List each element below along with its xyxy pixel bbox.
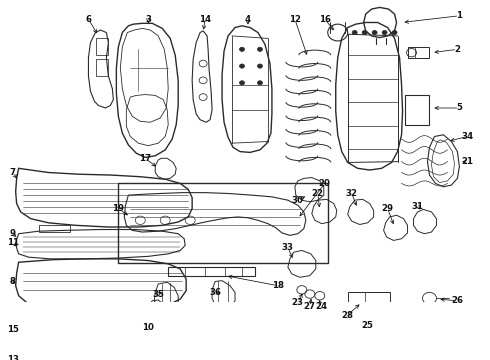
Text: 25: 25 bbox=[362, 321, 373, 330]
Circle shape bbox=[372, 31, 377, 35]
Text: 6: 6 bbox=[85, 15, 92, 24]
Circle shape bbox=[257, 47, 263, 51]
Circle shape bbox=[240, 81, 245, 85]
Text: 21: 21 bbox=[462, 157, 473, 166]
Text: 19: 19 bbox=[112, 204, 124, 213]
Text: 3: 3 bbox=[145, 15, 151, 24]
Text: 11: 11 bbox=[7, 238, 19, 247]
Text: 36: 36 bbox=[209, 288, 221, 297]
Text: 26: 26 bbox=[451, 296, 464, 305]
Text: 14: 14 bbox=[199, 15, 211, 24]
Circle shape bbox=[362, 31, 367, 35]
Text: 7: 7 bbox=[10, 168, 16, 177]
Circle shape bbox=[392, 31, 397, 35]
Text: 22: 22 bbox=[312, 189, 324, 198]
Text: 12: 12 bbox=[289, 15, 301, 24]
Text: 18: 18 bbox=[272, 281, 284, 290]
Text: 4: 4 bbox=[245, 15, 251, 24]
Text: 34: 34 bbox=[461, 132, 473, 141]
Circle shape bbox=[257, 64, 263, 68]
Text: 29: 29 bbox=[382, 204, 393, 213]
Text: 27: 27 bbox=[304, 302, 316, 311]
Text: 10: 10 bbox=[142, 323, 154, 332]
Text: 17: 17 bbox=[139, 154, 151, 163]
Text: 13: 13 bbox=[7, 355, 19, 360]
Text: 20: 20 bbox=[319, 179, 331, 188]
Text: 2: 2 bbox=[454, 45, 461, 54]
Text: 30: 30 bbox=[292, 196, 304, 205]
Text: 15: 15 bbox=[7, 325, 19, 334]
Text: 28: 28 bbox=[342, 311, 354, 320]
Text: 16: 16 bbox=[319, 15, 331, 24]
Text: 9: 9 bbox=[10, 229, 16, 238]
Circle shape bbox=[240, 64, 245, 68]
Text: 35: 35 bbox=[152, 289, 164, 298]
Text: 24: 24 bbox=[316, 302, 328, 311]
Circle shape bbox=[240, 47, 245, 51]
Text: 8: 8 bbox=[10, 277, 16, 286]
Text: 5: 5 bbox=[457, 103, 463, 112]
Text: 1: 1 bbox=[456, 11, 463, 20]
Text: 23: 23 bbox=[292, 298, 304, 307]
Circle shape bbox=[382, 31, 387, 35]
Text: 32: 32 bbox=[346, 189, 358, 198]
Text: 33: 33 bbox=[282, 243, 294, 252]
Circle shape bbox=[257, 81, 263, 85]
Circle shape bbox=[352, 31, 357, 35]
Text: 31: 31 bbox=[412, 202, 423, 211]
